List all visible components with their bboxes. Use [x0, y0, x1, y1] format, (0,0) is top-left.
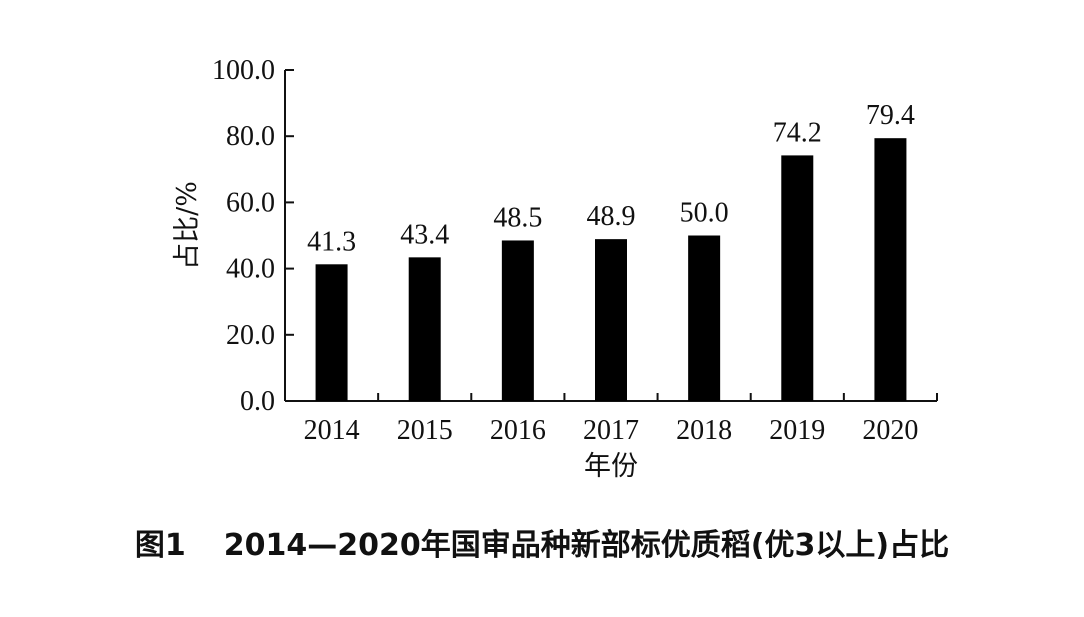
figure-caption: 图1 2014—2020年国审品种新部标优质稻(优3以上)占比 [0, 520, 1084, 564]
y-axis-title: 占比/% [172, 181, 203, 270]
bar [874, 138, 907, 401]
bar [501, 240, 534, 401]
x-tick-label: 2014 [304, 415, 360, 446]
bar-chart: 0.0 20.0 40.0 60.0 80.0 100.0 41.3 2014 43.4 201… [172, 55, 938, 482]
figure-caption-text: 2014—2020年国审品种新部标优质稻(优3以上)占比 [223, 528, 950, 563]
bar [688, 235, 721, 401]
bar [315, 264, 348, 401]
figure-number: 图1 [134, 528, 186, 563]
bar [595, 239, 627, 401]
x-axis-title: 年份 [584, 451, 638, 482]
x-tick-label: 2019 [769, 415, 825, 446]
y-tick-label: 80.0 [226, 121, 275, 152]
x-tick-label: 2020 [862, 415, 918, 446]
data-label: 79.4 [866, 100, 915, 131]
bar [781, 155, 814, 401]
y-tick-label: 0.0 [240, 386, 275, 417]
y-tick-label: 100.0 [212, 55, 275, 86]
data-label: 43.4 [400, 219, 449, 250]
chart-bars [315, 138, 907, 401]
chart-labels: 41.3 2014 43.4 2015 48.5 2016 48.9 2017 50.0 2018… [304, 100, 919, 446]
bar [408, 257, 441, 401]
x-tick-label: 2016 [490, 415, 546, 446]
data-label: 41.3 [307, 226, 356, 257]
y-tick-label: 20.0 [226, 320, 275, 351]
x-tick-label: 2017 [583, 415, 639, 446]
data-label: 74.2 [773, 117, 822, 148]
data-label: 48.9 [587, 201, 636, 232]
x-tick-label: 2015 [397, 415, 453, 446]
data-label: 48.5 [493, 202, 542, 233]
y-tick-label: 60.0 [226, 187, 275, 218]
data-label: 50.0 [680, 198, 729, 229]
y-tick-label: 40.0 [226, 254, 275, 285]
x-tick-label: 2018 [676, 415, 732, 446]
chart-axes: 0.0 20.0 40.0 60.0 80.0 100.0 [212, 55, 938, 417]
